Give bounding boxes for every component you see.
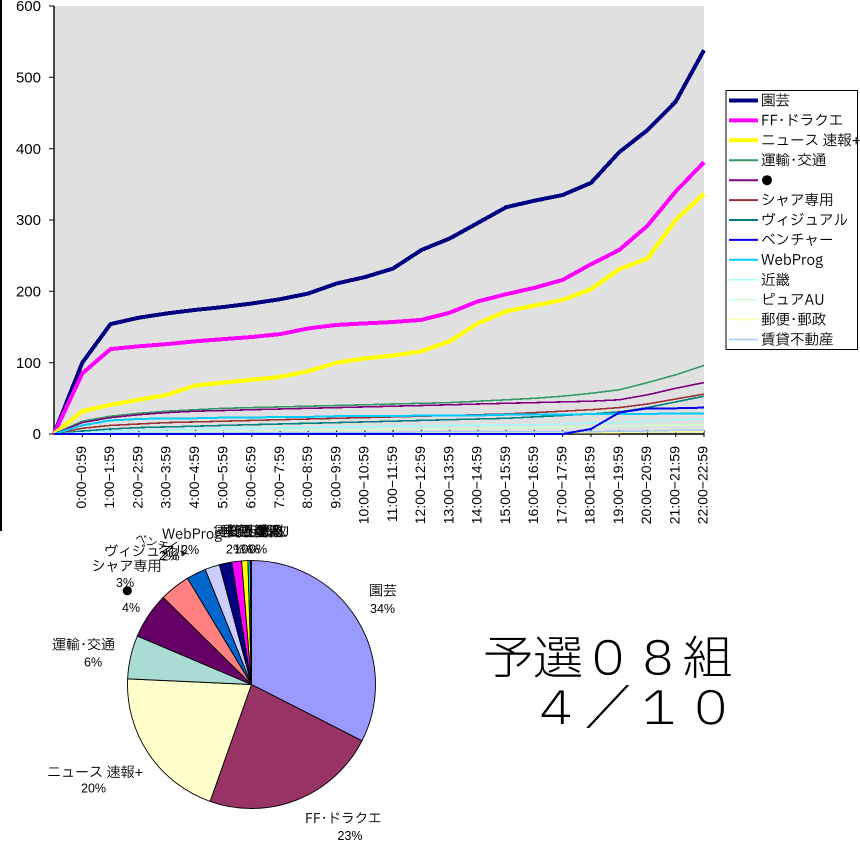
svg-text:1:00−1:59: 1:00−1:59	[101, 446, 117, 509]
svg-text:200: 200	[16, 284, 41, 301]
svg-text:21:00−21:59: 21:00−21:59	[666, 446, 682, 524]
svg-text:19:00−19:59: 19:00−19:59	[610, 446, 626, 524]
svg-text:13:00−13:59: 13:00−13:59	[440, 446, 456, 524]
svg-text:2%: 2%	[226, 543, 244, 557]
svg-text:22:00−22:59: 22:00−22:59	[695, 446, 711, 524]
svg-text:0: 0	[33, 426, 41, 443]
svg-text:9:00−9:59: 9:00−9:59	[327, 446, 343, 509]
svg-text:3:00−3:59: 3:00−3:59	[158, 446, 174, 509]
svg-text:2:00−2:59: 2:00−2:59	[130, 446, 146, 509]
svg-text:11:00−11:59: 11:00−11:59	[384, 446, 400, 522]
svg-text:0%: 0%	[249, 543, 267, 557]
svg-text:0:00−0:59: 0:00−0:59	[73, 446, 89, 509]
svg-text:2%: 2%	[159, 549, 177, 563]
svg-text:300: 300	[16, 212, 41, 229]
svg-text:100: 100	[16, 355, 41, 372]
svg-text:1%: 1%	[234, 543, 252, 557]
svg-text:600: 600	[16, 0, 41, 15]
svg-text:3%: 3%	[116, 576, 134, 590]
svg-text:20%: 20%	[81, 782, 106, 796]
svg-text:5:00−5:59: 5:00−5:59	[214, 446, 230, 509]
svg-text:14:00−14:59: 14:00−14:59	[469, 446, 485, 524]
svg-text:15:00−15:59: 15:00−15:59	[497, 446, 513, 524]
svg-text:7:00−7:59: 7:00−7:59	[271, 446, 287, 509]
svg-text:2%: 2%	[162, 550, 180, 564]
svg-text:4:00−4:59: 4:00−4:59	[186, 446, 202, 509]
svg-text:16:00−16:59: 16:00−16:59	[525, 446, 541, 524]
svg-text:20:00−20:59: 20:00−20:59	[638, 446, 654, 524]
svg-text:34%: 34%	[370, 602, 395, 616]
svg-text:6:00−6:59: 6:00−6:59	[243, 446, 259, 509]
svg-text:4%: 4%	[122, 601, 140, 615]
svg-text:8:00−8:59: 8:00−8:59	[299, 446, 315, 509]
svg-text:17:00−17:59: 17:00−17:59	[553, 446, 569, 524]
svg-text:6%: 6%	[84, 656, 102, 670]
svg-text:0%: 0%	[242, 543, 260, 557]
svg-text:2%: 2%	[181, 543, 199, 557]
svg-text:10:00−10:59: 10:00−10:59	[356, 446, 372, 524]
svg-text:18:00−18:59: 18:00−18:59	[582, 446, 598, 524]
svg-text:12:00−12:59: 12:00−12:59	[412, 446, 428, 524]
svg-text:500: 500	[16, 70, 41, 87]
svg-text:23%: 23%	[338, 829, 363, 843]
svg-text:400: 400	[16, 141, 41, 158]
